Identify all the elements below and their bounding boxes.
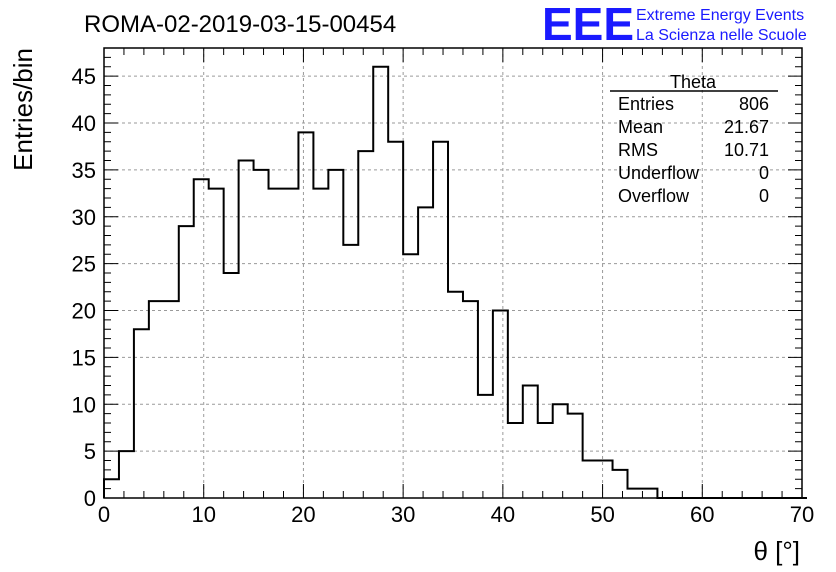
histogram-bin (298, 132, 313, 498)
histogram-bin (269, 189, 284, 498)
stats-value: 10.71 (724, 140, 769, 160)
x-tick-label: 70 (790, 502, 814, 527)
histogram-series (103, 65, 807, 499)
histogram-bin (134, 329, 149, 498)
histogram-bin (642, 489, 657, 498)
x-tick-label: 10 (191, 502, 215, 527)
x-tick-label: 0 (98, 502, 110, 527)
stats-label: RMS (618, 140, 658, 160)
x-tick-label: 30 (391, 502, 415, 527)
y-tick-label: 20 (72, 299, 96, 324)
histogram-bin (538, 423, 553, 498)
plot-frame (103, 47, 803, 499)
y-axis-title: Entries/bin (8, 48, 38, 171)
y-tick-label: 25 (72, 252, 96, 277)
histogram-bin (328, 170, 343, 498)
x-tick-label: 40 (491, 502, 515, 527)
y-tick-label: 35 (72, 158, 96, 183)
histogram-bin (628, 489, 643, 498)
histogram-bin (239, 161, 254, 499)
histogram-bin (448, 292, 463, 498)
stats-label: Underflow (618, 163, 700, 183)
histogram-bin (418, 207, 433, 498)
histogram-bin (463, 301, 478, 498)
eee-logo: EEE Extreme Energy Events La Scienza nel… (542, 0, 807, 50)
stats-label: Mean (618, 117, 663, 137)
histogram-bin (478, 395, 493, 498)
plot-title: ROMA-02-2019-03-15-00454 (84, 11, 396, 38)
axis-ticks (103, 47, 803, 499)
y-tick-label: 45 (72, 64, 96, 89)
eee-logo-mark: EEE (542, 0, 634, 50)
histogram-bin (598, 461, 613, 499)
stats-title: Theta (670, 72, 717, 92)
stats-value: 806 (739, 94, 769, 114)
y-tick-label: 5 (84, 439, 96, 464)
histogram-bin (403, 254, 418, 498)
x-tick-label: 20 (291, 502, 315, 527)
y-tick-label: 15 (72, 345, 96, 370)
histogram-bin (194, 179, 209, 498)
logo-line-2: La Scienza nelle Scuole (636, 27, 807, 44)
histogram-bin (583, 461, 598, 499)
histogram-bin (179, 226, 194, 498)
y-tick-label: 10 (72, 392, 96, 417)
x-tick-label: 60 (690, 502, 714, 527)
stats-label: Entries (618, 94, 674, 114)
y-tick-label: 30 (72, 205, 96, 230)
histogram-bin (254, 170, 269, 498)
histogram-bin (343, 245, 358, 498)
histogram-bin (613, 470, 628, 498)
x-axis-title: θ [°] (753, 536, 800, 566)
histogram-bin (224, 273, 239, 498)
histogram-bin (164, 301, 179, 498)
histogram-bin (149, 301, 164, 498)
logo-line-1: Extreme Energy Events (636, 7, 804, 24)
histogram-bin (568, 414, 583, 498)
stats-label: Overflow (618, 186, 690, 206)
histogram-bin (209, 189, 224, 498)
stats-value: 0 (759, 186, 769, 206)
grid (104, 48, 802, 498)
stats-value: 21.67 (724, 117, 769, 137)
y-tick-label: 0 (84, 486, 96, 511)
histogram-bin (388, 142, 403, 498)
histogram-bin (358, 151, 373, 498)
y-tick-label: 40 (72, 111, 96, 136)
histogram-bin (119, 451, 134, 498)
histogram-bin (523, 386, 538, 499)
histogram-bin (373, 67, 388, 498)
tick-labels: 0 10 20 30 40 50 60 70 0 5 10 15 20 25 30 35 40 45 (72, 64, 815, 527)
histogram-outline (103, 65, 807, 499)
stats-rows: Entries 806 Mean 21.67 RMS 10.71 Underflow 0 Ove… (618, 94, 769, 206)
x-tick-label: 50 (590, 502, 614, 527)
stats-box: Theta Entries 806 Mean 21.67 RMS 10.71 Underfl… (610, 72, 778, 206)
stats-value: 0 (759, 163, 769, 183)
histogram-bin (508, 423, 523, 498)
histogram-bin (433, 142, 448, 498)
